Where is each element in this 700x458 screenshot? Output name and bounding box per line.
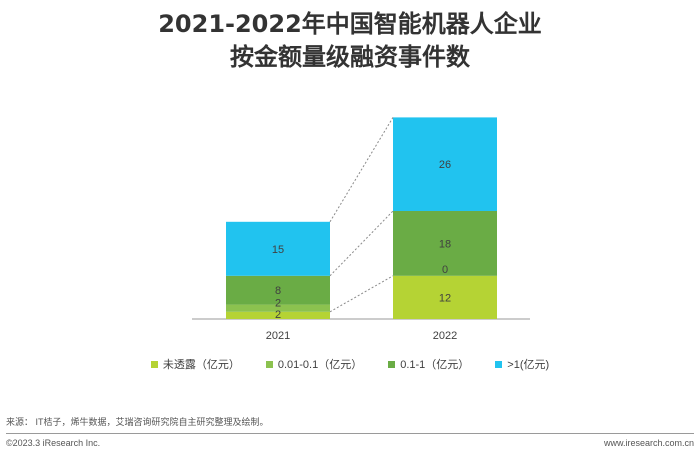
data-label-2021-s0: 2	[275, 309, 281, 321]
data-label-2022-s2: 18	[439, 238, 451, 250]
legend-swatch-s1	[265, 360, 273, 368]
chart-title-line2: 按金额量级融资事件数	[230, 43, 470, 71]
bar-segment-2022-s0	[393, 275, 497, 319]
copyright-text: ©2023.3 iResearch Inc.	[6, 438, 101, 448]
legend-label-s3: >1(亿元)	[507, 359, 550, 371]
legend-item-s3: >1(亿元)	[495, 356, 549, 372]
legend-label-s1: 0.01-0.1（亿元）	[277, 359, 363, 371]
legend-label-s0: 未透露（亿元）	[162, 359, 240, 371]
connector-line-s2	[329, 210, 394, 277]
legend-label-s2: 0.1-1（亿元）	[400, 359, 470, 371]
bar-segment-2021-s3	[226, 221, 330, 276]
website-text: www.iresearch.com.cn	[603, 438, 694, 448]
data-label-2021-s1: 2	[275, 298, 281, 310]
bar-segment-2021-s0	[226, 311, 330, 319]
data-label-2021-s2: 8	[275, 285, 281, 297]
footer-divider	[6, 433, 694, 434]
connector-line-s3	[329, 117, 394, 223]
legend-item-s1: 0.01-0.1（亿元）	[265, 356, 363, 372]
source-note: 来源： IT桔子，烯牛数据，艾瑞咨询研究院自主研究整理及绘制。	[6, 417, 269, 427]
data-label-2022-s0: 12	[439, 292, 451, 304]
bar-segment-2021-s2	[226, 275, 330, 305]
legend-swatch-s2	[388, 360, 396, 368]
data-label-2021-s3: 15	[272, 244, 284, 256]
chart-title: 2021-2022年中国智能机器人企业 按金额量级融资事件数	[0, 8, 700, 74]
legend-swatch-s3	[495, 360, 503, 368]
legend-item-s0: 未透露（亿元）	[150, 356, 240, 372]
legend-item-s2: 0.1-1（亿元）	[388, 356, 469, 372]
data-label-2022-s3: 26	[439, 159, 451, 171]
data-label-2022-s1: 0	[442, 264, 448, 276]
connector-line-s0	[329, 275, 394, 313]
chart-title-line1: 2021-2022年中国智能机器人企业	[158, 10, 542, 38]
bar-segment-2022-s3	[393, 117, 497, 211]
bar-segment-2021-s1	[226, 304, 330, 312]
bar-segment-2022-s2	[393, 211, 497, 276]
chart-legend: 未透露（亿元） 0.01-0.1（亿元） 0.1-1（亿元） >1(亿元)	[0, 356, 700, 372]
x-tick-label-2021: 2021	[266, 330, 290, 342]
legend-swatch-s0	[150, 360, 158, 368]
x-tick-label-2022: 2022	[433, 330, 457, 342]
